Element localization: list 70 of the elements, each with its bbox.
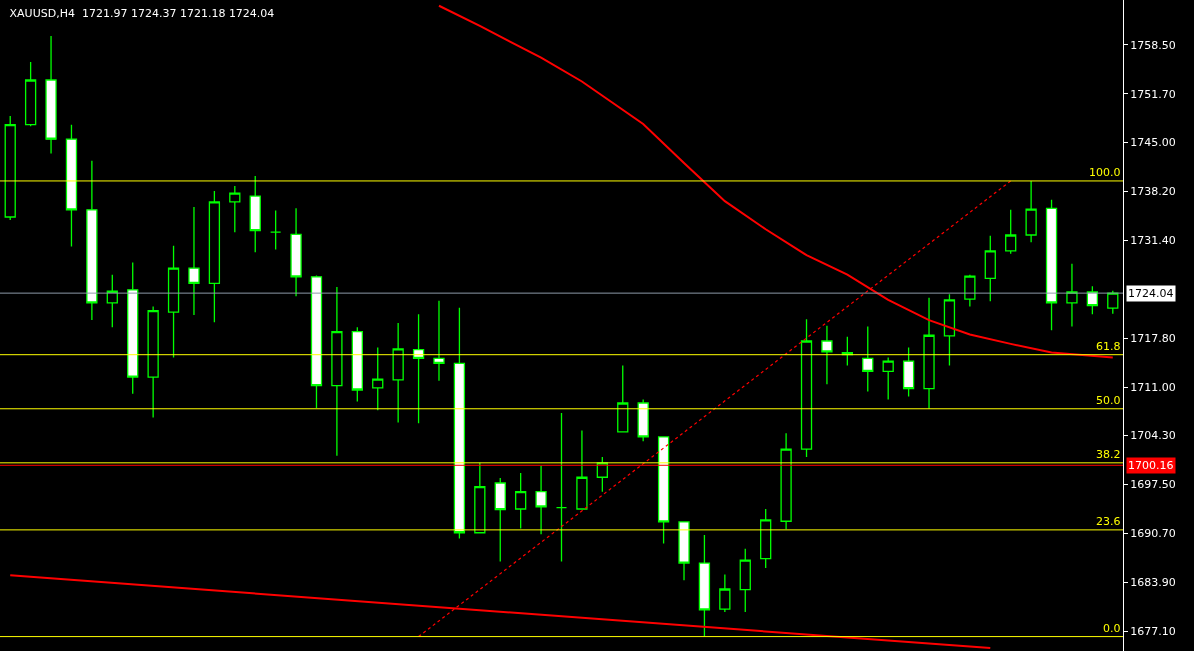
y-tick-label: 1690.70	[1130, 527, 1176, 541]
y-tick-label: 1751.70	[1130, 87, 1176, 101]
candlestick	[188, 206, 200, 316]
candlestick	[1045, 199, 1058, 331]
candlestick	[290, 207, 302, 297]
candlestick	[637, 398, 649, 442]
candlestick	[127, 261, 139, 395]
y-tick-label: 1745.00	[1130, 135, 1176, 149]
candlestick	[923, 297, 935, 410]
candlestick	[4, 115, 16, 221]
candlestick	[943, 293, 956, 367]
annotation: 61.8	[1096, 340, 1121, 353]
candlestick	[331, 286, 343, 457]
candlestick	[229, 185, 241, 233]
y-tick-label: 1758.50	[1130, 38, 1176, 52]
candlestick	[392, 322, 404, 424]
y-tick-label: 1717.80	[1130, 331, 1176, 345]
y-tick-label: 1711.00	[1130, 380, 1176, 394]
candlestick	[678, 521, 690, 581]
y-tick-label: 1704.30	[1130, 429, 1176, 443]
candlestick	[902, 346, 915, 398]
annotation: 38.2	[1096, 448, 1121, 461]
y-tick-label: 1731.40	[1130, 233, 1176, 247]
candlestick	[821, 325, 833, 385]
text: XAUUSD,H4 1721.97 1724.37 1721.18 1724.04	[9, 7, 275, 21]
y-tick-label: 1700.16	[1128, 459, 1174, 472]
candlestick	[780, 432, 792, 530]
candlestick	[167, 245, 180, 359]
annotation: 0.0	[1103, 622, 1121, 635]
candlestick	[24, 61, 37, 127]
candlestick	[576, 429, 588, 510]
candlestick	[310, 274, 323, 409]
candlestick	[65, 124, 78, 248]
candlestick	[147, 305, 159, 419]
candlestick	[1025, 180, 1037, 243]
y-tick-label: 1738.20	[1130, 184, 1176, 198]
annotation: 50.0	[1096, 394, 1121, 407]
candlestick	[453, 307, 466, 540]
candlestick	[739, 547, 751, 613]
candlestick	[719, 573, 731, 613]
candlestick	[657, 436, 670, 545]
y-tick-label: 1697.50	[1130, 478, 1176, 492]
candlestick	[617, 364, 629, 433]
candlestick	[515, 472, 527, 530]
candlestick	[474, 462, 486, 534]
candlestick	[535, 465, 547, 535]
annotation: 23.6	[1096, 515, 1121, 528]
candlestick	[269, 209, 282, 251]
candlestick	[760, 508, 772, 569]
candlestick	[862, 325, 874, 393]
candlestick	[351, 326, 363, 403]
y-tick-label: 1677.10	[1130, 625, 1176, 639]
y-tick-label: 1683.90	[1130, 576, 1176, 590]
candlestick	[882, 356, 894, 401]
candlestick	[86, 160, 98, 321]
candlestick	[208, 190, 221, 323]
candlestick	[555, 412, 568, 563]
candlestick	[45, 35, 57, 155]
candlestick	[433, 299, 445, 382]
candlestick	[1005, 209, 1017, 255]
candlestick	[249, 175, 261, 253]
candlestick	[800, 318, 813, 458]
candlestick	[494, 477, 506, 563]
candlestick	[372, 346, 384, 411]
candlestick	[412, 313, 425, 424]
candlestick	[964, 274, 976, 308]
y-tick-label: 1724.04	[1128, 287, 1174, 300]
candlestick	[984, 235, 996, 302]
annotation: 100.0	[1089, 166, 1121, 179]
candlestick	[698, 534, 711, 638]
